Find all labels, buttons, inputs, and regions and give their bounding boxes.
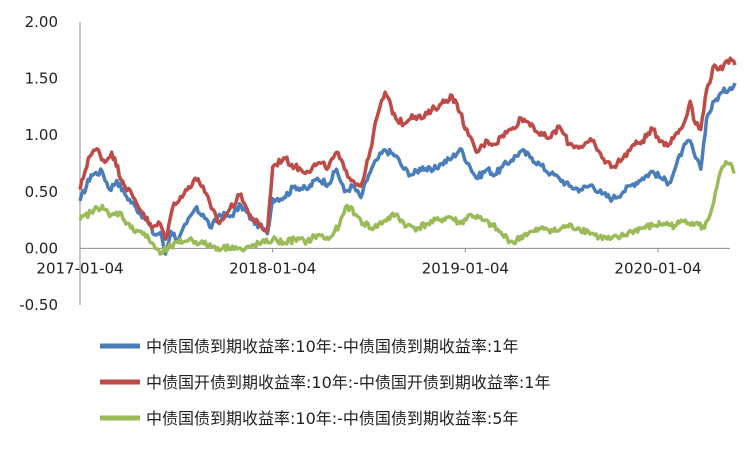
x-tick-label: 2019-01-04 xyxy=(422,259,509,277)
y-tick-label: 1.00 xyxy=(25,126,58,144)
y-tick-label: -0.50 xyxy=(19,296,58,314)
x-tick-label: 2017-01-04 xyxy=(36,259,123,277)
series-line xyxy=(78,82,737,256)
x-tick-label: 2018-01-04 xyxy=(229,259,316,277)
x-tick-label: 2020-01-04 xyxy=(614,259,701,277)
x-axis: 2017-01-04 2018-01-04 2019-01-04 2020-01-04 xyxy=(36,247,730,277)
legend-label: 中债国债到期收益率:10年:-中债国债到期收益率:1年 xyxy=(146,337,519,356)
legend: 中债国债到期收益率:10年:-中债国债到期收益率:1年中债国开债到期收益率:10… xyxy=(100,337,551,428)
series-line xyxy=(78,159,736,256)
legend-label: 中债国开债到期收益率:10年:-中债国开债到期收益率:1年 xyxy=(146,373,551,392)
series-line xyxy=(78,56,737,242)
y-axis: 2.00 1.50 1.00 0.50 0.00 -0.50 xyxy=(19,13,81,314)
y-tick-label: 0.00 xyxy=(25,239,58,257)
y-tick-label: 0.50 xyxy=(25,183,58,201)
legend-label: 中债国债到期收益率:10年:-中债国债到期收益率:5年 xyxy=(146,409,519,428)
y-tick-label: 2.00 xyxy=(25,13,58,31)
y-tick-label: 1.50 xyxy=(25,70,58,88)
series-lines xyxy=(78,56,737,256)
